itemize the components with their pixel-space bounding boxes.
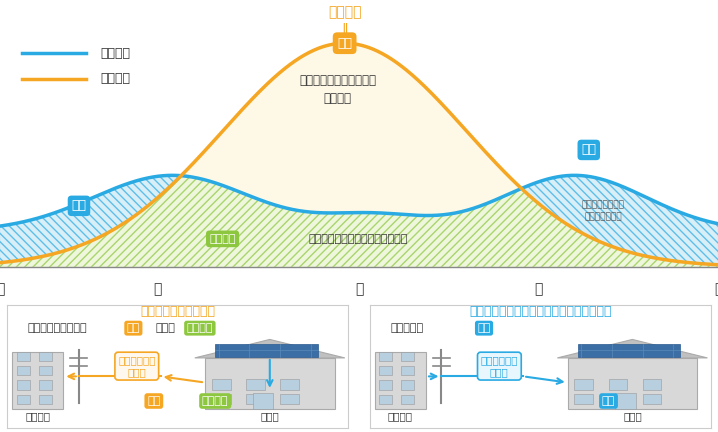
Bar	[643, 379, 661, 390]
Text: 発電した電気を売る: 発電した電気を売る	[27, 323, 88, 333]
Bar	[39, 381, 52, 390]
Bar	[17, 395, 29, 404]
Text: 買電: 買電	[477, 323, 490, 333]
Text: 日射量が十分な昼間は: 日射量が十分な昼間は	[140, 305, 215, 318]
Text: 昼: 昼	[355, 282, 363, 296]
Bar	[401, 381, 414, 390]
Bar	[401, 352, 414, 361]
Bar	[609, 379, 628, 390]
Text: 太陽光でつくった
電気を家で使う: 太陽光でつくった 電気を家で使う	[582, 200, 625, 221]
Bar	[212, 379, 230, 390]
Bar	[205, 358, 335, 409]
Bar	[568, 358, 697, 409]
Bar	[643, 394, 661, 404]
Text: 自家消費: 自家消費	[202, 396, 228, 406]
Bar	[212, 394, 230, 404]
Bar	[17, 366, 29, 375]
Bar	[215, 343, 317, 357]
Text: 買電メーター
で計測: 買電メーター で計測	[480, 355, 518, 377]
Bar	[379, 366, 392, 375]
Text: ご自宅: ご自宅	[261, 411, 279, 421]
Text: 太陽光でつくった電気を家で使う: 太陽光でつくった電気を家で使う	[309, 234, 408, 244]
Bar	[375, 352, 426, 409]
Text: 電気を購入: 電気を購入	[391, 323, 424, 333]
Bar	[12, 352, 63, 409]
Bar	[615, 393, 636, 409]
Bar	[280, 379, 299, 390]
Bar	[39, 366, 52, 375]
Bar	[574, 394, 593, 404]
Text: 発電電力: 発電電力	[101, 72, 131, 85]
Bar	[401, 395, 414, 404]
Bar	[379, 381, 392, 390]
Text: 売電メーター
で計測: 売電メーター で計測	[118, 355, 156, 377]
Bar	[39, 395, 52, 404]
Polygon shape	[195, 340, 345, 358]
Bar	[17, 352, 29, 361]
Polygon shape	[557, 340, 707, 358]
Text: 、使う: 、使う	[156, 323, 175, 333]
Text: 余った電気は電力会社に
売ります: 余った電気は電力会社に 売ります	[299, 74, 376, 105]
Text: ご自宅: ご自宅	[623, 411, 642, 421]
Text: 夜: 夜	[714, 282, 718, 296]
Text: 売電: 売電	[337, 37, 352, 50]
Bar	[246, 379, 265, 390]
Bar	[401, 366, 414, 375]
Bar	[17, 381, 29, 390]
Bar	[39, 352, 52, 361]
Text: 自家消費: 自家消費	[187, 323, 213, 333]
Bar	[578, 343, 680, 357]
Bar	[609, 394, 628, 404]
Bar	[574, 379, 593, 390]
Text: 買電: 買電	[72, 199, 86, 213]
Text: 日没後や雨、雪等日射量が十分でない時は: 日没後や雨、雪等日射量が十分でない時は	[469, 305, 612, 318]
Bar	[379, 352, 392, 361]
Text: 余剰電力: 余剰電力	[328, 5, 361, 19]
Text: 夕: 夕	[534, 282, 543, 296]
Text: ‖: ‖	[341, 23, 348, 38]
Text: 夜: 夜	[0, 282, 4, 296]
Text: 電力会社: 電力会社	[25, 411, 50, 421]
Text: 自家消費: 自家消費	[210, 234, 236, 244]
Text: 売電: 売電	[147, 396, 160, 406]
Bar	[280, 394, 299, 404]
Text: 電力会社: 電力会社	[388, 411, 413, 421]
Text: 売電: 売電	[127, 323, 140, 333]
Text: 朝: 朝	[154, 282, 162, 296]
Bar	[253, 393, 273, 409]
Bar	[379, 395, 392, 404]
Text: 買電: 買電	[602, 396, 615, 406]
Text: 買電: 買電	[582, 143, 596, 156]
Text: 消費電力: 消費電力	[101, 47, 131, 60]
Bar	[246, 394, 265, 404]
